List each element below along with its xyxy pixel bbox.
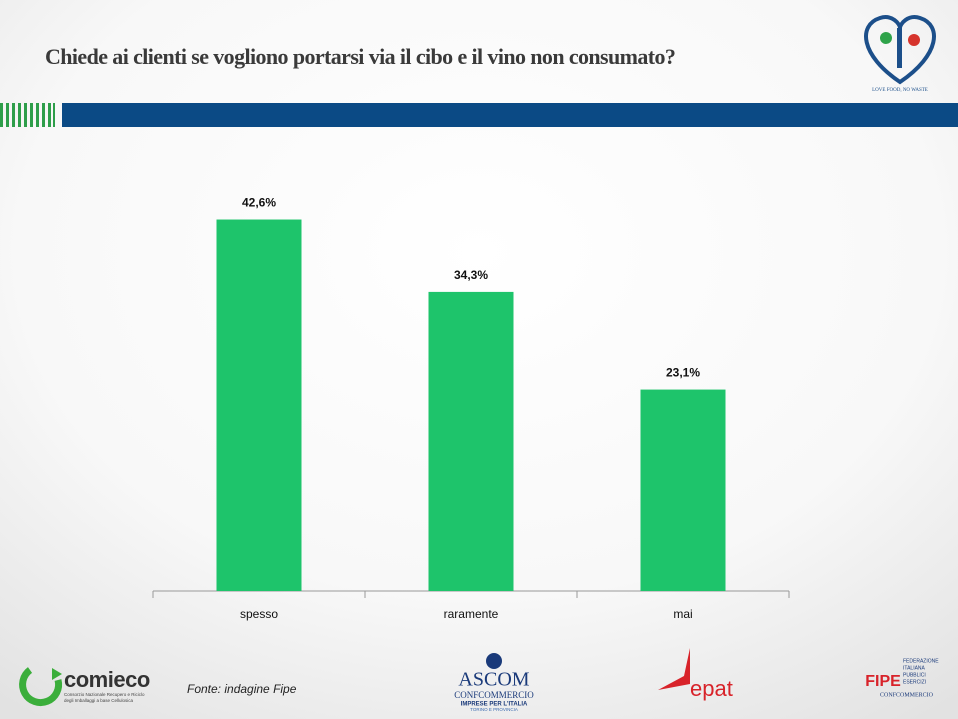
heart-logo-text: LOVE FOOD, NO WASTE — [872, 88, 928, 93]
logo-text: CONFCOMMERCIO — [880, 692, 934, 698]
logo-text: epat — [690, 676, 733, 701]
bar — [216, 219, 302, 591]
x-tick-label: raramente — [444, 607, 499, 621]
logo-text: Consorzio Nazionale Recupero e Riciclo — [64, 692, 145, 697]
logo-text: ASCOM — [458, 669, 529, 691]
slide-title: Chiede ai clienti se vogliono portarsi v… — [45, 44, 675, 69]
data-label: 23,1% — [666, 366, 700, 380]
logo-text: degli Imballaggi a base Cellulosica — [64, 698, 134, 703]
source-note: Fonte: indagine Fipe — [187, 682, 297, 696]
header-bar — [62, 103, 958, 127]
logo-text: comieco — [64, 667, 150, 692]
logo-text: FIPE — [865, 673, 901, 690]
logo-text: IMPRESE PER L'ITALIA — [461, 702, 528, 708]
data-label: 34,3% — [454, 268, 488, 282]
logo-text: TORINO E PROVINCIA — [470, 707, 518, 712]
header-stripes — [0, 103, 55, 127]
comieco-logo: comieco Consorzio Nazionale Recupero e R… — [19, 667, 150, 707]
logo-text: ITALIANA — [903, 665, 926, 671]
bar — [640, 389, 726, 591]
x-tick-label: mai — [673, 607, 692, 621]
data-label: 42,6% — [242, 196, 276, 210]
logo-text: CONFCOMMERCIO — [454, 690, 534, 700]
x-tick-label: spesso — [240, 607, 278, 621]
fipe-logo: FIPE FEDERAZIONE ITALIANA PUBBLICI ESERC… — [865, 658, 939, 698]
logo-text: PUBBLICI — [903, 672, 926, 678]
logo-text: ESERCIZI — [903, 679, 926, 685]
logo-text: FEDERAZIONE — [903, 658, 939, 664]
ascom-logo: ASCOM CONFCOMMERCIO IMPRESE PER L'ITALIA… — [454, 653, 534, 712]
epat-logo: epat — [658, 648, 733, 701]
heart-logo: LOVE FOOD, NO WASTE — [864, 15, 936, 93]
bar — [428, 291, 514, 591]
chart: 42,6% spesso 34,3% raramente 23,1% mai — [152, 196, 790, 621]
